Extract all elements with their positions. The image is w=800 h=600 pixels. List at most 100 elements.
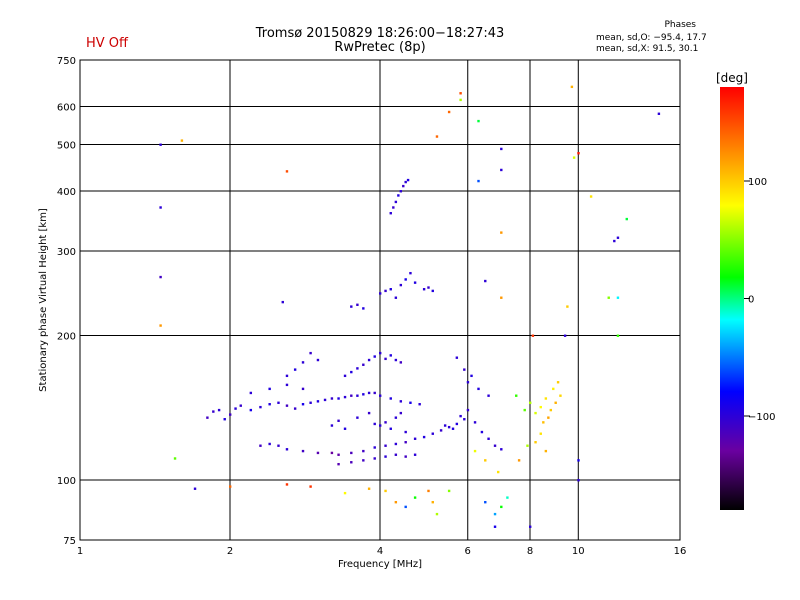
data-point <box>399 283 403 287</box>
data-point <box>549 408 553 412</box>
data-point <box>466 408 470 412</box>
data-point <box>249 408 253 412</box>
data-point <box>487 437 490 440</box>
data-point <box>268 387 271 391</box>
data-point <box>406 178 410 182</box>
data-point <box>439 429 443 432</box>
data-point <box>477 179 480 183</box>
data-point <box>293 368 297 371</box>
data-point <box>552 387 555 391</box>
data-point <box>566 305 569 308</box>
data-point <box>556 381 560 384</box>
data-point <box>389 354 392 357</box>
data-point <box>487 394 490 397</box>
colorbar <box>720 87 744 510</box>
data-point <box>404 430 407 434</box>
data-point <box>337 453 340 456</box>
y-tick-label: 600 <box>57 103 76 114</box>
data-point <box>484 279 487 283</box>
data-point <box>470 374 473 378</box>
data-point <box>427 489 430 493</box>
data-point <box>570 85 574 89</box>
data-point <box>337 419 340 422</box>
data-point <box>397 194 400 197</box>
x-tick-label: 8 <box>527 546 533 557</box>
data-point <box>613 239 616 243</box>
data-point <box>379 351 382 355</box>
y-tick-label: 200 <box>57 332 76 343</box>
data-point <box>399 190 403 193</box>
data-point <box>427 286 430 289</box>
data-point <box>500 147 503 151</box>
data-point <box>447 489 451 493</box>
data-point <box>392 206 395 209</box>
data-point <box>301 387 305 391</box>
data-point <box>180 139 184 142</box>
y-axis-label: Stationary phase Virtual Height [km] <box>38 208 49 392</box>
data-point <box>259 444 262 447</box>
phase-o-stats: mean, sd,O: −95.4, 17.7 <box>596 33 707 43</box>
y-tick-label: 750 <box>57 56 76 67</box>
data-point <box>239 404 242 407</box>
data-point <box>413 496 417 499</box>
data-point <box>413 281 417 284</box>
data-point <box>384 289 387 293</box>
data-point <box>404 441 407 444</box>
data-point <box>493 525 497 528</box>
data-point <box>529 401 532 404</box>
data-point <box>431 500 434 504</box>
data-point <box>379 292 382 295</box>
data-point <box>443 424 447 427</box>
data-point <box>402 184 405 188</box>
data-point <box>206 416 209 419</box>
data-point <box>534 411 537 415</box>
data-point <box>523 408 526 412</box>
x-tick-label: 2 <box>227 546 233 557</box>
data-point <box>394 296 398 299</box>
data-point <box>531 334 535 337</box>
data-point <box>431 289 434 293</box>
data-point <box>316 358 320 362</box>
data-point <box>285 383 289 387</box>
data-point <box>337 462 340 466</box>
hv-status-label: HV Off <box>86 36 128 51</box>
data-point <box>459 92 462 95</box>
data-point <box>477 387 480 391</box>
data-point <box>389 212 392 215</box>
plot-frame <box>79 59 681 541</box>
data-point <box>159 275 162 279</box>
data-point <box>577 479 580 482</box>
data-point <box>500 168 503 172</box>
data-point <box>515 394 518 397</box>
data-point <box>572 156 576 159</box>
data-point <box>285 448 289 451</box>
data-point <box>554 401 557 404</box>
data-point <box>373 422 376 426</box>
data-point <box>625 217 628 221</box>
data-point <box>362 363 365 366</box>
data-point <box>500 505 503 509</box>
data-point <box>367 391 371 395</box>
data-point <box>455 356 459 359</box>
data-point <box>212 410 215 413</box>
colorbar-ticks: 100 0 −100 <box>744 177 775 423</box>
data-point <box>559 394 562 397</box>
data-point <box>404 505 407 509</box>
phase-x-stats: mean, sd,X: 91.5, 30.1 <box>596 44 699 54</box>
data-point <box>268 403 271 406</box>
data-point <box>362 307 365 310</box>
data-point <box>350 461 353 464</box>
data-point <box>259 405 262 409</box>
x-tick-label: 6 <box>465 546 471 557</box>
data-point <box>309 401 312 404</box>
data-point <box>394 500 398 504</box>
data-point <box>431 432 434 435</box>
data-point <box>373 391 376 395</box>
data-point <box>173 457 177 460</box>
data-point <box>367 487 371 490</box>
data-point <box>404 180 407 184</box>
data-point <box>500 231 503 234</box>
data-point <box>277 401 280 404</box>
data-point <box>281 300 284 304</box>
